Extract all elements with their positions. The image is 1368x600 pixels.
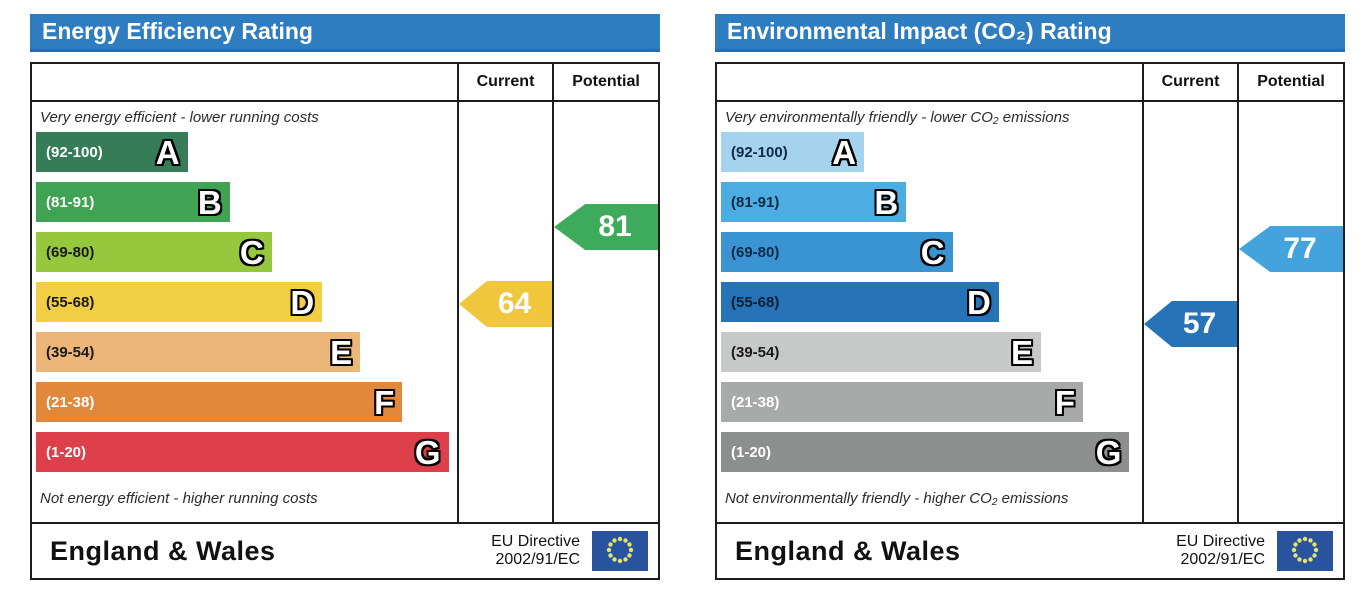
band-letter: B: [874, 183, 899, 221]
current-column: 57: [1142, 102, 1237, 522]
current-column: 64: [457, 102, 552, 522]
band-range-label: (69-80): [46, 243, 95, 261]
band-letter: E: [1010, 333, 1033, 371]
chart-body: Very energy efficient - lower running co…: [32, 102, 658, 522]
band-letter: F: [374, 383, 395, 421]
chart-title-bar: Energy Efficiency Rating: [30, 14, 660, 52]
chart-footer: England & Wales EU Directive 2002/91/EC: [32, 522, 658, 578]
band-row-c: (69-80) C: [721, 232, 953, 272]
bands-column: Very energy efficient - lower running co…: [32, 102, 457, 522]
potential-rating-arrow: 77: [1239, 226, 1343, 272]
current-rating-arrow: 64: [459, 281, 552, 327]
band-letter: D: [967, 283, 991, 321]
current-column-header: Current: [457, 64, 552, 100]
chart-title: Environmental Impact (CO₂) Rating: [727, 18, 1112, 44]
band-row-e: (39-54) E: [721, 332, 1041, 372]
band-range-label: (92-100): [46, 143, 103, 161]
eu-flag-icon: [592, 531, 648, 571]
eu-directive-line2: 2002/91/EC: [1180, 551, 1265, 568]
band-row-c: (69-80) C: [36, 232, 272, 272]
bottom-caption: Not environmentally friendly - higher CO…: [725, 490, 1069, 507]
column-header-row: Current Potential: [32, 64, 658, 102]
bands-header-spacer: [32, 64, 457, 100]
band-range-label: (21-38): [46, 393, 95, 411]
band-range-label: (39-54): [46, 343, 95, 361]
top-caption: Very energy efficient - lower running co…: [40, 109, 319, 126]
band-row-g: (1-20) G: [721, 432, 1130, 472]
chart-title: Energy Efficiency Rating: [42, 18, 313, 44]
potential-column: 81: [552, 102, 658, 522]
band-row-f: (21-38) F: [721, 382, 1084, 422]
current-rating-arrow: 57: [1144, 301, 1237, 347]
band-row-f: (21-38) F: [36, 382, 403, 422]
eu-directive-label: EU Directive 2002/91/EC: [1176, 533, 1265, 570]
potential-rating-arrow: 81: [554, 204, 658, 250]
band-letter: B: [197, 183, 222, 221]
potential-column-header: Potential: [552, 64, 658, 100]
band-row-a: (92-100) A: [721, 132, 865, 172]
current-rating-value: 57: [1182, 307, 1217, 340]
band-row-a: (92-100) A: [36, 132, 188, 172]
potential-column: 77: [1237, 102, 1343, 522]
current-rating-value: 64: [497, 287, 532, 320]
chart-table: Current Potential Very environmentally f…: [715, 62, 1345, 580]
chart-body: Very environmentally friendly - lower CO…: [717, 102, 1343, 522]
band-letter: G: [414, 433, 441, 471]
eu-flag-icon: [1277, 531, 1333, 571]
band-range-label: (1-20): [731, 443, 772, 461]
eu-directive-line1: EU Directive: [491, 532, 580, 550]
band-letter: C: [920, 233, 945, 271]
eu-directive-line1: EU Directive: [1176, 532, 1265, 550]
band-range-label: (55-68): [46, 293, 95, 311]
chart-footer: England & Wales EU Directive 2002/91/EC: [717, 522, 1343, 578]
band-row-g: (1-20) G: [36, 432, 449, 472]
band-letter: A: [832, 133, 857, 171]
chart-table: Current Potential Very energy efficient …: [30, 62, 660, 580]
band-letter: A: [155, 133, 180, 171]
band-letter: D: [290, 283, 315, 321]
footer-region-label: England & Wales: [735, 535, 961, 566]
environmental-impact-co2-rating-chart: Environmental Impact (CO₂) Rating Curren…: [715, 14, 1345, 580]
chart-title-bar: Environmental Impact (CO₂) Rating: [715, 14, 1345, 52]
band-range-label: (69-80): [731, 243, 780, 261]
band-range-label: (21-38): [731, 393, 780, 411]
top-caption: Very environmentally friendly - lower CO…: [725, 109, 1070, 126]
potential-rating-value: 81: [598, 210, 632, 243]
band-range-label: (81-91): [46, 193, 95, 211]
band-row-b: (81-91) B: [36, 182, 230, 222]
band-range-label: (81-91): [731, 193, 780, 211]
band-range-label: (39-54): [731, 343, 780, 361]
band-letter: E: [330, 333, 353, 371]
epc-ratings-page: Energy Efficiency Rating Current Potenti…: [30, 14, 1345, 580]
band-row-e: (39-54) E: [36, 332, 361, 372]
band-row-d: (55-68) D: [36, 282, 323, 322]
footer-region-label: England & Wales: [50, 535, 276, 566]
band-letter: G: [1095, 433, 1122, 471]
energy-efficiency-rating-chart: Energy Efficiency Rating Current Potenti…: [30, 14, 660, 580]
band-letter: C: [239, 233, 264, 271]
column-header-row: Current Potential: [717, 64, 1343, 102]
eu-directive-label: EU Directive 2002/91/EC: [491, 533, 580, 570]
potential-rating-value: 77: [1283, 232, 1317, 265]
eu-directive-line2: 2002/91/EC: [495, 551, 580, 568]
band-row-d: (55-68) D: [721, 282, 999, 322]
bands-column: Very environmentally friendly - lower CO…: [717, 102, 1142, 522]
band-range-label: (1-20): [46, 443, 87, 461]
band-range-label: (55-68): [731, 293, 780, 311]
bands-header-spacer: [717, 64, 1142, 100]
band-letter: F: [1054, 383, 1076, 421]
current-column-header: Current: [1142, 64, 1237, 100]
band-range-label: (92-100): [731, 143, 788, 161]
potential-column-header: Potential: [1237, 64, 1343, 100]
bottom-caption: Not energy efficient - higher running co…: [40, 490, 318, 507]
band-row-b: (81-91) B: [721, 182, 907, 222]
